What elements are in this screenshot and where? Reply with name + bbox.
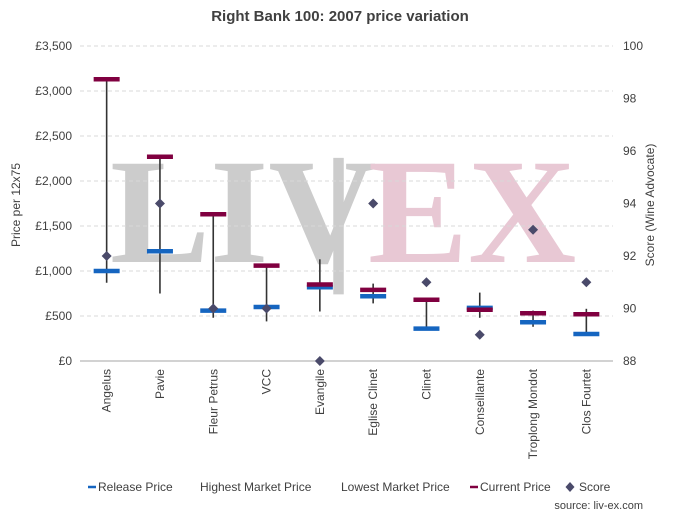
score-point	[261, 303, 272, 314]
watermark-right: EX	[368, 129, 576, 295]
category-label: Troplong Mondot	[526, 368, 540, 459]
category-label: VCC	[260, 369, 274, 395]
category-label: Pavie	[153, 369, 167, 399]
legend-score-marker	[565, 482, 575, 492]
left-tick-label: £1,000	[35, 264, 72, 278]
right-tick-label: 100	[623, 39, 643, 53]
left-tick-label: £2,500	[35, 129, 72, 143]
left-tick-label: £1,500	[35, 219, 72, 233]
score-point	[208, 303, 219, 314]
legend-highest-label: Highest Market Price	[200, 480, 312, 494]
left-tick-label: £500	[45, 309, 72, 323]
right-tick-label: 90	[623, 302, 637, 316]
score-point	[528, 224, 539, 235]
left-tick-label: £3,000	[35, 84, 72, 98]
chart-title: Right Bank 100: 2007 price variation	[211, 8, 469, 25]
y-axis-right-label: Score (Wine Advocate)	[643, 144, 657, 267]
gridlines	[80, 45, 613, 362]
watermark-logo: LIV | EX	[110, 129, 576, 295]
chart-marks	[93, 77, 600, 366]
score-point	[368, 198, 379, 209]
watermark-divider: |	[322, 129, 355, 295]
y-axis-left-label: Price per 12x75	[9, 163, 23, 247]
left-tick-label: £0	[59, 354, 73, 368]
score-point	[581, 277, 592, 288]
category-label: Fleur Petrus	[206, 369, 220, 434]
legend-release-label: Release Price	[98, 480, 173, 494]
score-point	[101, 251, 112, 261]
category-label: Conseillante	[473, 369, 487, 435]
score-point	[314, 356, 325, 366]
x-axis: Angelus Pavie Fleur Petrus VCC Evangile Eglis…	[100, 368, 594, 459]
left-tick-label: £2,000	[35, 174, 72, 188]
legend-current-label: Current Price	[480, 480, 551, 494]
category-label: Clinet	[419, 368, 433, 399]
legend: Release Price Highest Market Price Lowes…	[88, 480, 611, 494]
category-label: Eglise Clinet	[366, 368, 380, 435]
category-label: Clos Fourtet	[579, 368, 593, 434]
right-tick-label: 92	[623, 249, 637, 263]
legend-lowest-label: Lowest Market Price	[341, 480, 450, 494]
right-tick-label: 98	[623, 92, 637, 106]
left-axis: £0 £500 £1,000 £1,500 £2,000 £2,500 £3,000 £3,5…	[35, 39, 72, 368]
right-tick-label: 88	[623, 354, 637, 368]
source-note: source: liv-ex.com	[554, 500, 643, 512]
right-axis: 88 90 92 94 96 98 100	[623, 39, 643, 368]
category-label: Evangile	[313, 369, 327, 415]
category-label: Angelus	[100, 369, 114, 412]
legend-score-label: Score	[579, 480, 611, 494]
left-tick-label: £3,500	[35, 39, 72, 53]
score-point	[474, 329, 485, 340]
right-tick-label: 96	[623, 144, 637, 158]
right-tick-label: 94	[623, 197, 637, 211]
score-point	[421, 277, 432, 288]
score-point	[154, 198, 165, 209]
